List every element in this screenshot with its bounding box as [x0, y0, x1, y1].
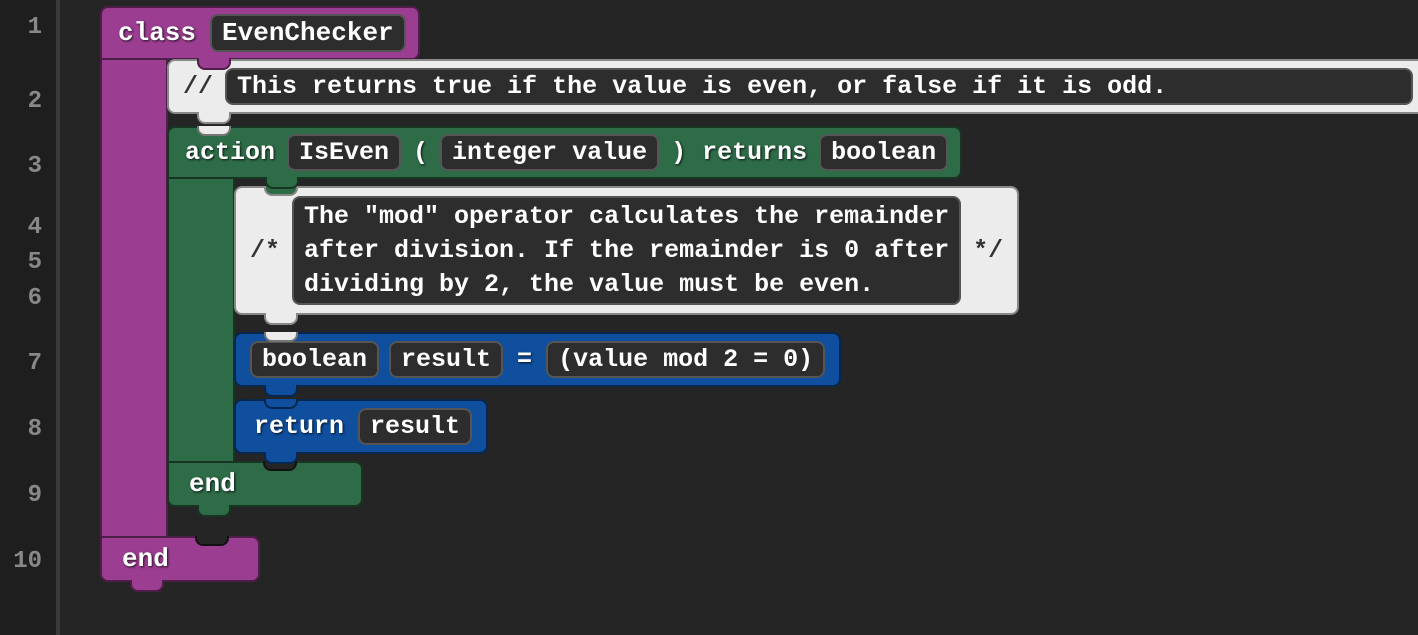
- action-name-field[interactable]: IsEven: [287, 134, 401, 171]
- end-keyword: end: [118, 544, 173, 574]
- code-editor: 1 2 3 4 5 6 7 8 9 10 class EvenChecker e…: [0, 0, 1418, 635]
- comment-prefix: //: [183, 72, 213, 101]
- block-notch-icon: [264, 385, 298, 397]
- comment-multiline-block[interactable]: /* The "mod" operator calculates the rem…: [234, 186, 1019, 315]
- close-paren: ): [667, 138, 690, 167]
- open-paren: (: [409, 138, 432, 167]
- end-keyword: end: [185, 469, 240, 499]
- block-notch-icon: [265, 177, 299, 189]
- block-notch-icon: [264, 313, 298, 325]
- declaration-block[interactable]: boolean result = (value mod 2 = 0): [234, 332, 841, 387]
- line-gutter: 1 2 3 4 5 6 7 8 9 10: [0, 0, 60, 635]
- return-block[interactable]: return result: [234, 399, 488, 454]
- block-notch-icon: [130, 580, 164, 592]
- line-number: 1: [0, 8, 56, 68]
- line-number: 8: [0, 410, 56, 476]
- line-number: 3: [0, 135, 56, 198]
- action-block-spine: [167, 177, 235, 463]
- return-value-field[interactable]: result: [358, 408, 472, 445]
- block-notch-icon: [264, 332, 298, 342]
- var-type-field[interactable]: boolean: [250, 341, 379, 378]
- action-block-footer[interactable]: end: [167, 461, 363, 507]
- block-notch-icon: [197, 58, 231, 70]
- action-keyword: action: [181, 138, 279, 167]
- line-number: 10: [0, 542, 56, 608]
- return-type-field[interactable]: boolean: [819, 134, 948, 171]
- comment-open: /*: [250, 236, 280, 265]
- block-notch-icon: [197, 112, 231, 124]
- action-param-field[interactable]: integer value: [440, 134, 659, 171]
- block-notch-icon: [197, 126, 231, 136]
- line-number: 4: [0, 198, 56, 241]
- comment-text-field[interactable]: The "mod" operator calculates the remain…: [292, 196, 961, 305]
- returns-keyword: returns: [698, 138, 811, 167]
- expression-field[interactable]: (value mod 2 = 0): [546, 341, 825, 378]
- var-name-field[interactable]: result: [389, 341, 503, 378]
- block-notch-icon: [264, 399, 298, 409]
- class-block-footer[interactable]: end: [100, 536, 260, 582]
- action-block-header[interactable]: action IsEven ( integer value ) returns …: [167, 126, 962, 179]
- class-block-spine: [100, 58, 168, 538]
- block-canvas[interactable]: class EvenChecker end // This returns tr…: [60, 0, 1418, 635]
- line-number: 6: [0, 284, 56, 344]
- class-keyword: class: [114, 18, 200, 48]
- line-number: 2: [0, 68, 56, 135]
- equals-sign: =: [513, 345, 536, 374]
- line-number: 7: [0, 344, 56, 410]
- class-name-field[interactable]: EvenChecker: [210, 14, 406, 52]
- comment-block[interactable]: // This returns true if the value is eve…: [167, 59, 1418, 114]
- comment-close: */: [973, 236, 1003, 265]
- line-number: 5: [0, 241, 56, 284]
- block-notch-icon: [195, 536, 229, 546]
- class-block-header[interactable]: class EvenChecker: [100, 6, 420, 60]
- block-notch-icon: [197, 505, 231, 517]
- line-number: 9: [0, 476, 56, 542]
- return-keyword: return: [250, 412, 348, 441]
- comment-text-field[interactable]: This returns true if the value is even, …: [225, 68, 1413, 105]
- block-notch-icon: [264, 452, 298, 464]
